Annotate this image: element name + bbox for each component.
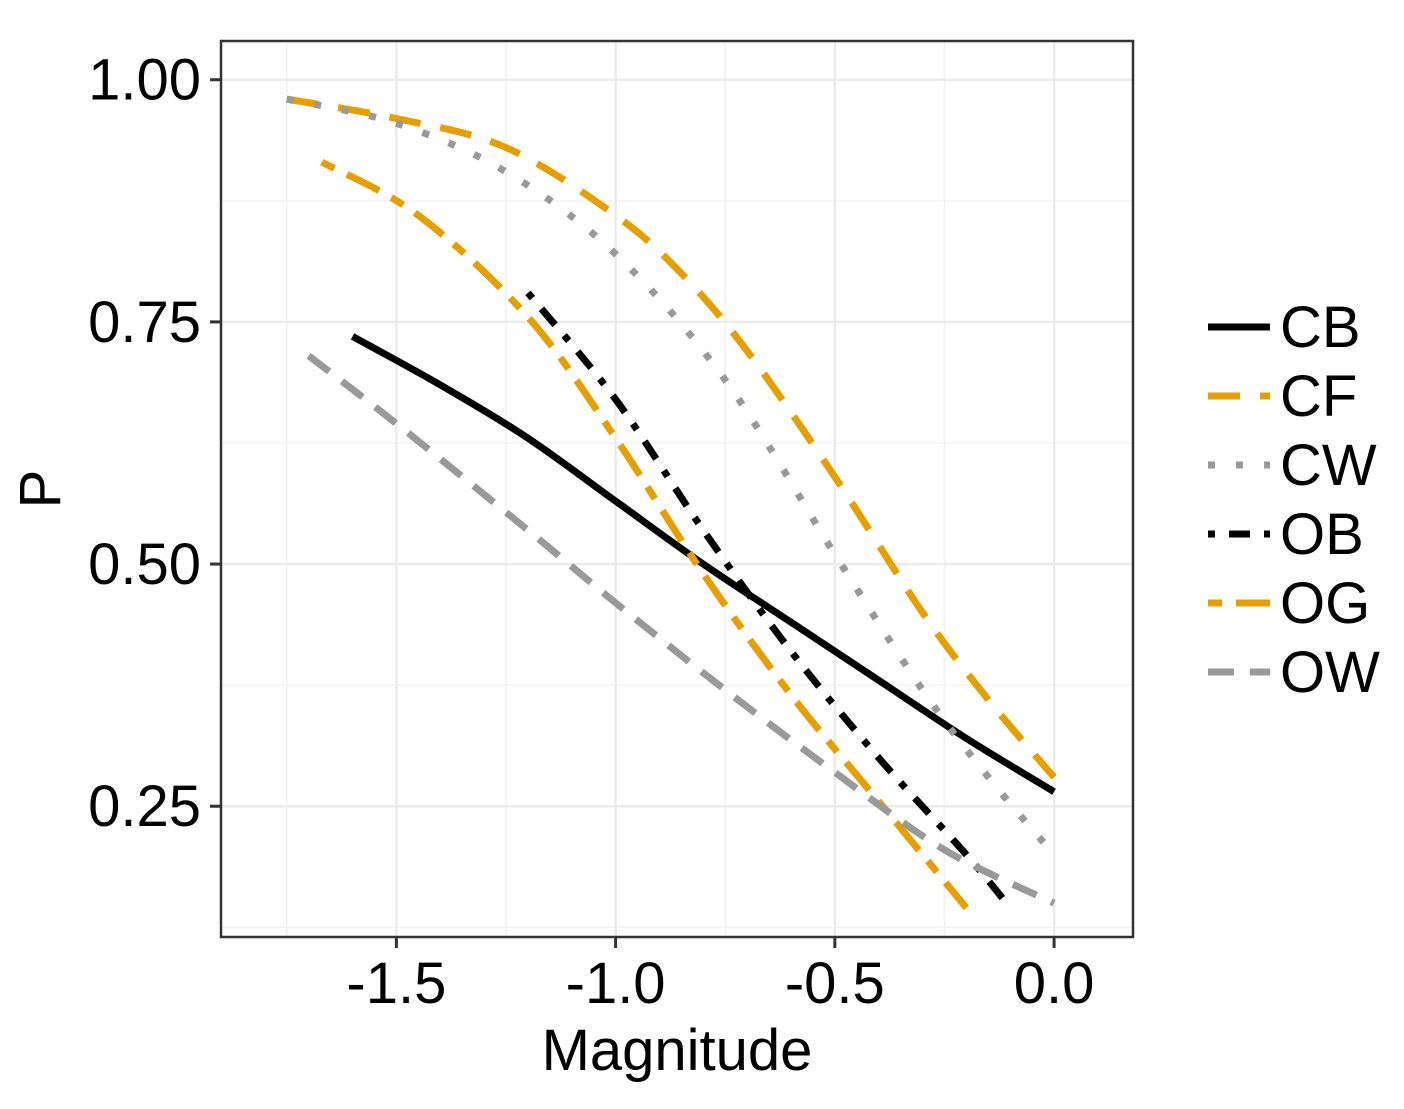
x-tick-label: -1.0 — [566, 951, 666, 1016]
legend-label-cw: CW — [1280, 433, 1377, 498]
y-axis-title: P — [8, 470, 73, 509]
legend-label-og: OG — [1280, 571, 1370, 636]
x-axis-title: Magnitude — [542, 1018, 813, 1083]
series-line-ob — [525, 290, 1013, 911]
legend-label-cb: CB — [1280, 295, 1361, 360]
series-line-cw — [286, 95, 1057, 857]
y-axis: 0.25 0.50 0.75 1.00 — [88, 48, 221, 839]
y-tick-label: 0.75 — [88, 290, 201, 355]
legend-label-cf: CF — [1280, 364, 1357, 429]
series-line-ow — [306, 353, 1056, 907]
x-axis: -1.5 -1.0 -0.5 0.0 — [346, 937, 1094, 1016]
series-line-og — [320, 159, 970, 911]
panel-border — [219, 39, 1135, 939]
y-tick-label: 1.00 — [88, 48, 201, 113]
series-lines — [286, 95, 1057, 911]
y-tick-label: 0.25 — [88, 774, 201, 839]
legend-label-ow: OW — [1280, 640, 1380, 705]
series-line-cb — [350, 333, 1056, 795]
x-tick-label: 0.0 — [1014, 951, 1095, 1016]
legend-label-ob: OB — [1280, 502, 1364, 567]
x-tick-label: -0.5 — [785, 951, 885, 1016]
y-tick-label: 0.50 — [88, 532, 201, 597]
grid — [221, 41, 1133, 937]
series-line-cf — [286, 95, 1057, 780]
x-tick-label: -1.5 — [346, 951, 446, 1016]
